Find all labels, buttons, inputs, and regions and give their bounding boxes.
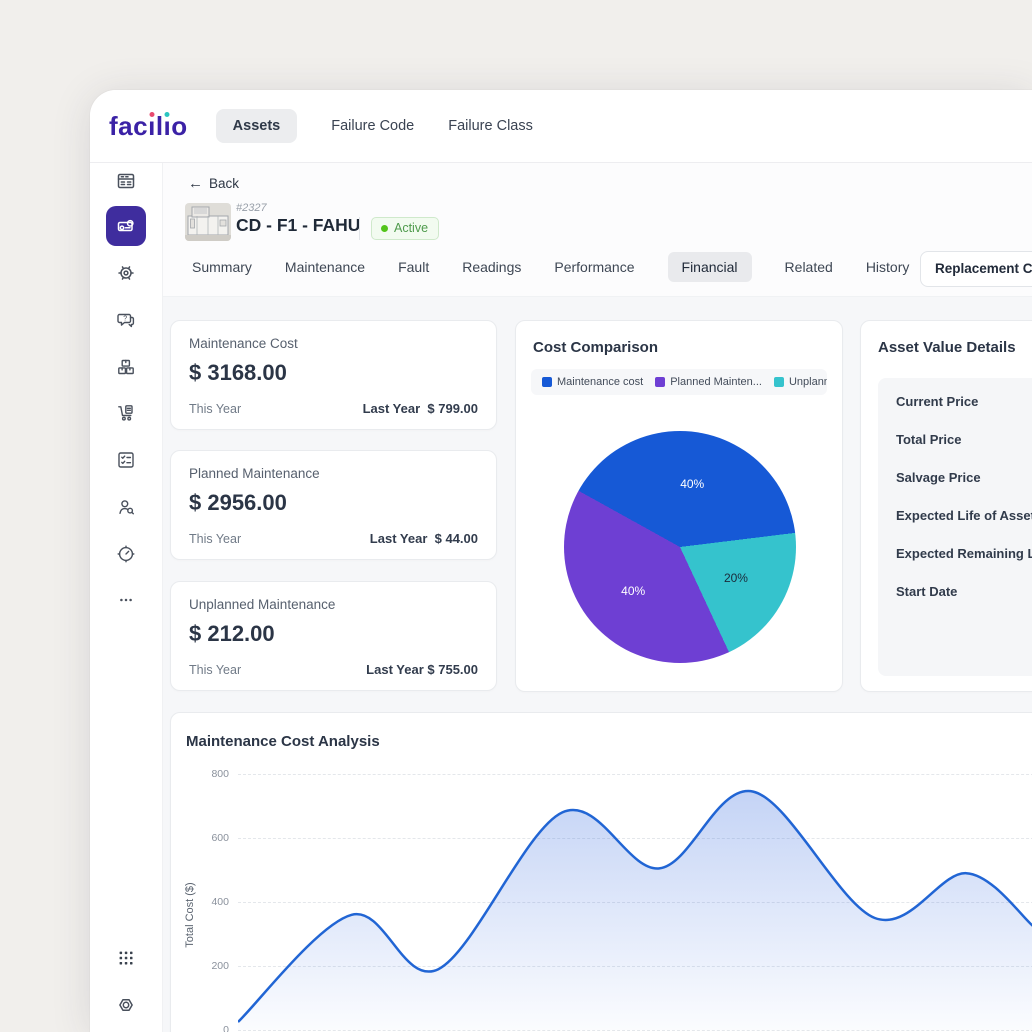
y-tick-400: 400 <box>211 896 229 908</box>
detail-row-salvage-price: Salvage Price <box>896 470 981 485</box>
period-label: This Year <box>189 663 242 677</box>
detail-row-expected-remaining-life: Expected Remaining Life <box>896 546 1032 561</box>
maintenance-cost-analysis-card: Maintenance Cost Analysis Total Cost ($)… <box>170 712 1032 1032</box>
period-label: This Year <box>189 402 242 416</box>
gridline <box>238 1030 1032 1031</box>
tab-bar: Summary Maintenance Fault Readings Perfo… <box>192 252 909 282</box>
asset-value-details-panel: Current Price Total Price Salvage Price … <box>878 378 1032 676</box>
card-title: Planned Maintenance <box>189 466 320 481</box>
topnav-item-failure-class[interactable]: Failure Class <box>448 118 533 134</box>
settings-icon[interactable] <box>106 985 146 1025</box>
maintenance-cost-value: $ 3168.00 <box>189 360 287 385</box>
tab-history[interactable]: History <box>865 259 910 275</box>
more-icon[interactable] <box>106 580 146 620</box>
asset-value-details-card: Asset Value Details Current Price Total … <box>860 320 1032 692</box>
pie-legend: Maintenance cost Planned Mainten... Unpl… <box>531 369 827 395</box>
maintenance-cost-analysis-title: Maintenance Cost Analysis <box>186 733 380 750</box>
last-year-value: Last Year $ 44.00 <box>369 531 478 546</box>
status-label: Active <box>394 221 429 235</box>
legend-planned-maintenance[interactable]: Planned Mainten... <box>655 376 762 388</box>
facilio-logo[interactable]: facı lı o <box>109 110 188 141</box>
topnav-item-assets[interactable]: Assets <box>215 109 298 143</box>
planned-maintenance-value: $ 2956.00 <box>189 490 287 515</box>
top-nav: Assets Failure Code Failure Class <box>215 109 533 143</box>
cost-comparison-title: Cost Comparison <box>533 339 659 356</box>
detail-row-total-price: Total Price <box>896 432 962 447</box>
assets-icon[interactable] <box>106 206 146 246</box>
unplanned-maintenance-value: $ 212.00 <box>189 621 275 646</box>
top-bar: facı lı o Assets Failure Code Failure Clas… <box>90 90 1032 163</box>
automation-icon[interactable] <box>106 534 146 574</box>
svg-text:?: ? <box>123 316 127 323</box>
sidebar: ? <box>90 163 163 1032</box>
asset-header: ← Back #2327 CD - F1 - FAHU Active Summa… <box>163 163 1032 297</box>
checklist-icon[interactable] <box>106 440 146 480</box>
pie-slice-label: 40% <box>621 583 646 598</box>
legend-maintenance-cost[interactable]: Maintenance cost <box>542 376 643 388</box>
pie-slice-label: 40% <box>680 477 705 492</box>
legend-swatch <box>773 377 784 387</box>
tab-summary[interactable]: Summary <box>192 259 252 275</box>
tab-readings[interactable]: Readings <box>462 259 522 275</box>
last-year-value: Last Year $ 799.00 <box>362 401 478 416</box>
detail-row-start-date: Start Date <box>896 584 958 599</box>
tab-performance[interactable]: Performance <box>554 259 635 275</box>
gridline <box>238 838 1032 839</box>
y-tick-200: 200 <box>211 960 229 972</box>
y-tick-800: 800 <box>211 768 229 780</box>
area-chart <box>238 789 1032 1030</box>
legend-swatch <box>655 377 666 387</box>
detail-row-expected-life: Expected Life of Asset <box>896 508 1032 523</box>
tab-related[interactable]: Related <box>784 259 833 275</box>
topnav-item-failure-code[interactable]: Failure Code <box>331 118 415 134</box>
maintenance-cost-card: Maintenance Cost $ 3168.00 This Year Las… <box>170 320 497 430</box>
last-year-value: Last Year $ 755.00 <box>366 662 478 677</box>
tab-maintenance[interactable]: Maintenance <box>284 259 366 275</box>
status-badge: Active <box>371 217 440 240</box>
card-title: Unplanned Maintenance <box>189 597 336 612</box>
legend-swatch <box>542 377 552 387</box>
procurement-icon[interactable] <box>106 393 146 433</box>
planned-maintenance-card: Planned Maintenance $ 2956.00 This Year … <box>170 450 497 560</box>
detail-row-current-price: Current Price <box>896 394 979 409</box>
cost-comparison-card: Cost Comparison Maintenance cost Planned… <box>515 320 843 692</box>
app-grid-icon[interactable] <box>106 938 146 978</box>
back-arrow-icon: ← <box>188 175 203 192</box>
asset-name: CD - F1 - FAHU <box>236 215 361 235</box>
tab-financial[interactable]: Financial <box>667 252 752 282</box>
fault-report-icon[interactable]: ? <box>106 300 146 340</box>
asset-value-details-title: Asset Value Details <box>878 339 1016 356</box>
replacement-cost-button[interactable]: Replacement Cost <box>920 251 1032 287</box>
gridline <box>238 774 1032 775</box>
asset-id: #2327 <box>236 202 267 214</box>
content-area: Maintenance Cost $ 3168.00 This Year Las… <box>163 297 1032 1032</box>
legend-unplanned-maintenance[interactable]: Unplanned <box>773 376 827 388</box>
y-tick-600: 600 <box>211 832 229 844</box>
status-dot-icon <box>381 224 388 232</box>
pie-chart[interactable]: 40% 20% 40% <box>564 431 796 663</box>
header-divider <box>359 217 360 240</box>
app-window: facı lı o Assets Failure Code Failure Clas… <box>90 90 1032 1032</box>
card-title: Maintenance Cost <box>189 336 298 351</box>
pie-slice-label: 20% <box>723 571 748 586</box>
asset-thumbnail <box>185 203 231 241</box>
inventory-icon[interactable] <box>106 347 146 387</box>
tab-fault[interactable]: Fault <box>398 259 430 275</box>
unplanned-maintenance-card: Unplanned Maintenance $ 212.00 This Year… <box>170 581 497 691</box>
y-tick-0: 0 <box>223 1024 229 1032</box>
back-button[interactable]: ← Back <box>188 175 239 192</box>
dashboard-icon[interactable] <box>106 161 146 201</box>
back-label: Back <box>209 176 240 191</box>
period-label: This Year <box>189 532 242 546</box>
maintenance-icon[interactable] <box>106 253 146 293</box>
visitor-icon[interactable] <box>106 487 146 527</box>
y-axis-label: Total Cost ($) <box>184 882 196 948</box>
